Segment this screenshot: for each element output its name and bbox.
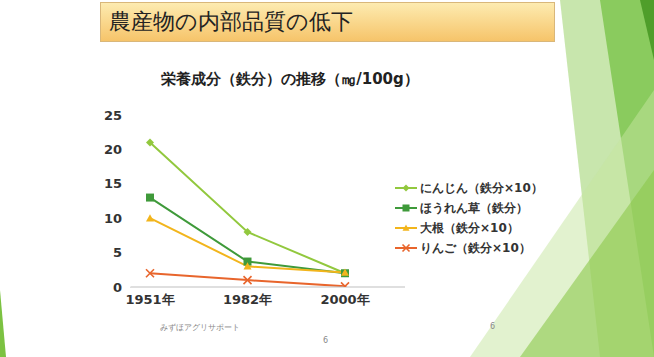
html-text:りんご（鉄分×10）: りんご（鉄分×10） (420, 240, 531, 255)
html-text:大根（鉄分×10）: 大根（鉄分×10） (420, 220, 519, 235)
html-text:ほうれん草（鉄分）: ほうれん草（鉄分） (420, 200, 528, 215)
svg-text:15: 15 (104, 176, 122, 191)
svg-text:1982年: 1982年 (223, 292, 272, 307)
html-text:栄養成分（鉄分）の推移（㎎/100g）: 栄養成分（鉄分）の推移（㎎/100g） (161, 70, 419, 88)
svg-text:1951年: 1951年 (125, 292, 174, 307)
svg-text:20: 20 (104, 142, 122, 157)
html-text:農産物の内部品質の低下: 農産物の内部品質の低下 (109, 9, 353, 34)
html-text:みずほアグリサポート: みずほアグリサポート (160, 323, 240, 332)
svg-text:0: 0 (113, 280, 122, 295)
svg-text:10: 10 (104, 211, 122, 226)
svg-text:2000年: 2000年 (320, 292, 369, 307)
svg-text:25: 25 (104, 108, 122, 123)
html-text:6: 6 (323, 336, 329, 345)
html-text:にんじん（鉄分×10）: にんじん（鉄分×10） (420, 180, 543, 195)
svg-text:5: 5 (113, 245, 122, 260)
html-text:6: 6 (490, 322, 496, 331)
